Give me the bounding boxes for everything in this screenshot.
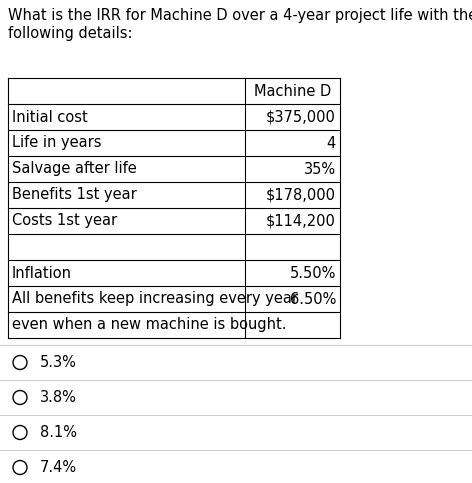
Text: Inflation: Inflation xyxy=(12,266,72,281)
Text: Costs 1st year: Costs 1st year xyxy=(12,213,117,228)
Text: 7.4%: 7.4% xyxy=(40,460,77,475)
Text: Salvage after life: Salvage after life xyxy=(12,161,137,176)
Text: What is the IRR for Machine D over a 4-year project life with the: What is the IRR for Machine D over a 4-y… xyxy=(8,8,472,23)
Text: $178,000: $178,000 xyxy=(266,187,336,202)
Text: even when a new machine is bought.: even when a new machine is bought. xyxy=(12,317,287,332)
Text: Life in years: Life in years xyxy=(12,136,101,151)
Text: following details:: following details: xyxy=(8,26,133,41)
Text: Machine D: Machine D xyxy=(254,84,331,99)
Text: 8.1%: 8.1% xyxy=(40,425,77,440)
Text: 5.50%: 5.50% xyxy=(290,266,336,281)
Text: 35%: 35% xyxy=(304,161,336,176)
Text: Initial cost: Initial cost xyxy=(12,110,88,125)
Text: Benefits 1st year: Benefits 1st year xyxy=(12,187,137,202)
Text: All benefits keep increasing every year: All benefits keep increasing every year xyxy=(12,292,298,307)
Text: 4: 4 xyxy=(327,136,336,151)
Text: 6.50%: 6.50% xyxy=(290,292,336,307)
Text: 5.3%: 5.3% xyxy=(40,355,77,370)
Text: $375,000: $375,000 xyxy=(266,110,336,125)
Text: $114,200: $114,200 xyxy=(266,213,336,228)
Text: 3.8%: 3.8% xyxy=(40,390,77,405)
